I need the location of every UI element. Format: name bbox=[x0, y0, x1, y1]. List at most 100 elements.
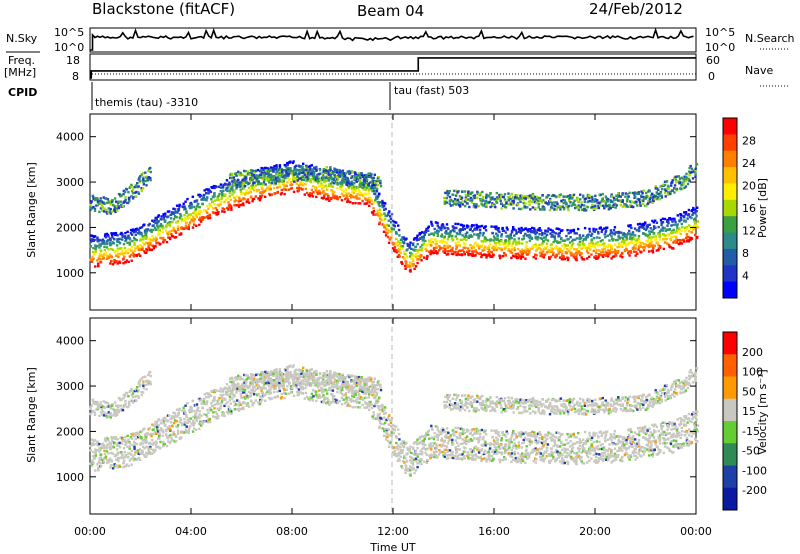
power-mark bbox=[147, 176, 151, 179]
power-mark bbox=[370, 186, 374, 190]
power-mark bbox=[389, 217, 393, 221]
power-mark bbox=[406, 248, 409, 251]
power-mark bbox=[610, 235, 613, 238]
power-mark bbox=[292, 175, 296, 178]
velocity-mark bbox=[266, 379, 270, 382]
velocity-mark bbox=[155, 446, 158, 449]
velocity-mark bbox=[105, 444, 109, 447]
power-mark bbox=[498, 243, 502, 246]
power-mark bbox=[676, 228, 679, 231]
power-mark bbox=[380, 213, 383, 216]
power-mark bbox=[332, 172, 335, 175]
velocity-mark bbox=[200, 421, 204, 425]
velocity-mark bbox=[113, 436, 116, 439]
power-mark bbox=[558, 204, 561, 208]
power-mark bbox=[660, 184, 663, 188]
power-mark bbox=[671, 189, 674, 192]
velocity-mark bbox=[213, 399, 216, 402]
power-mark bbox=[186, 215, 189, 218]
velocity-mark bbox=[96, 441, 99, 445]
power-mark bbox=[259, 173, 262, 176]
power-mark bbox=[260, 171, 263, 174]
velocity-mark bbox=[227, 388, 230, 391]
power-mark bbox=[596, 241, 599, 244]
power-mark bbox=[464, 196, 468, 199]
power-mark bbox=[480, 255, 483, 259]
power-mark bbox=[413, 267, 416, 271]
power-mark bbox=[506, 228, 509, 231]
velocity-mark bbox=[150, 442, 153, 446]
velocity-mark bbox=[131, 433, 134, 436]
velocity-mark bbox=[242, 406, 245, 409]
power-mark bbox=[208, 216, 212, 220]
velocity-mark bbox=[191, 430, 195, 433]
power-mark bbox=[355, 180, 358, 183]
power-mark bbox=[483, 253, 486, 256]
power-mark bbox=[611, 251, 614, 254]
power-mark bbox=[331, 193, 335, 196]
power-mark bbox=[447, 191, 450, 195]
power-mark bbox=[445, 223, 449, 226]
power-mark bbox=[474, 249, 477, 252]
power-mark bbox=[341, 180, 344, 183]
power-mark bbox=[123, 200, 127, 203]
power-mark bbox=[100, 200, 103, 203]
power-mark bbox=[299, 165, 303, 168]
power-mark bbox=[585, 205, 588, 208]
power-mark bbox=[586, 246, 589, 250]
velocity-mark bbox=[222, 387, 225, 391]
velocity-mark bbox=[281, 376, 284, 379]
power-mark bbox=[540, 253, 544, 257]
power-mark bbox=[228, 203, 232, 207]
power-mark bbox=[561, 244, 564, 247]
power-mark bbox=[120, 194, 123, 197]
power-mark bbox=[145, 251, 148, 254]
power-mark bbox=[239, 203, 243, 207]
power-mark bbox=[679, 232, 682, 236]
power-mark bbox=[153, 226, 157, 229]
power-mark bbox=[593, 244, 596, 247]
velocity-mark bbox=[123, 450, 127, 454]
power-mark bbox=[637, 248, 640, 251]
power-mark bbox=[530, 194, 534, 197]
power-mark bbox=[425, 227, 428, 231]
power-mark bbox=[127, 260, 130, 263]
power-mark bbox=[630, 226, 633, 230]
power-mark bbox=[134, 233, 137, 236]
power-mark bbox=[371, 176, 374, 180]
power-mark bbox=[435, 246, 438, 249]
power-mark bbox=[594, 197, 597, 201]
power-mark bbox=[422, 242, 425, 246]
velocity-mark bbox=[190, 407, 193, 410]
power-mark bbox=[232, 176, 235, 179]
power-mark bbox=[317, 185, 321, 188]
power-mark bbox=[315, 195, 318, 199]
power-mark bbox=[683, 175, 686, 178]
power-mark bbox=[408, 261, 412, 264]
power-mark bbox=[413, 237, 417, 240]
velocity-mark bbox=[203, 420, 206, 424]
velocity-mark bbox=[176, 429, 180, 432]
velocity-mark bbox=[147, 450, 150, 453]
power-mark bbox=[280, 180, 284, 184]
velocity-mark bbox=[280, 383, 283, 386]
power-mark bbox=[395, 249, 398, 252]
power-mark bbox=[619, 236, 622, 239]
power-mark bbox=[660, 196, 664, 199]
velocity-mark bbox=[125, 442, 128, 445]
power-mark bbox=[544, 201, 547, 204]
velocity-mark bbox=[216, 401, 220, 404]
power-mark bbox=[384, 202, 387, 205]
power-mark bbox=[519, 194, 522, 197]
power-mark bbox=[669, 218, 673, 221]
power-mark bbox=[654, 236, 657, 240]
power-mark bbox=[98, 246, 101, 249]
power-mark bbox=[358, 190, 361, 193]
power-mark bbox=[137, 252, 141, 256]
power-mark bbox=[313, 174, 316, 178]
power-mark bbox=[637, 234, 641, 238]
power-mark bbox=[521, 255, 525, 259]
power-mark bbox=[542, 236, 546, 239]
power-mark bbox=[116, 247, 119, 250]
power-mark bbox=[409, 268, 412, 272]
